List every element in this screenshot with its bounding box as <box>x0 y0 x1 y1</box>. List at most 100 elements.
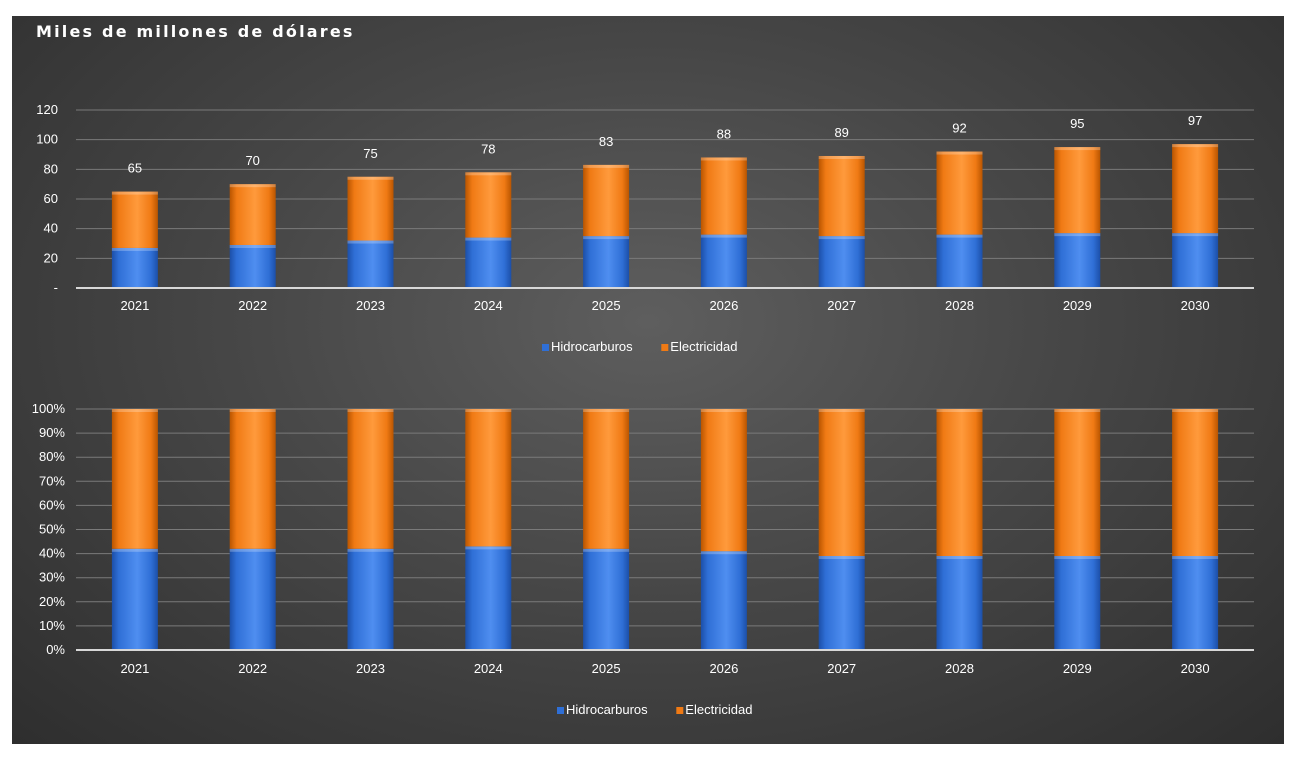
x-tick-label: 2029 <box>1063 298 1092 313</box>
bar-hidrocarburos-2026 <box>700 551 747 650</box>
bar-bevel <box>111 548 158 552</box>
bar-electricidad-2022 <box>229 184 276 245</box>
bar-bevel <box>229 548 276 552</box>
legend-swatch-hidrocarburos <box>557 707 564 714</box>
x-tick-label: 2025 <box>592 661 621 676</box>
stacked-bar-chart-percent: 0% 10% 20% 30% 40% 50% 60% 70% 80% 90% 100% 2021 202… <box>32 401 1254 717</box>
bar-hidrocarburos-2029 <box>1054 233 1101 288</box>
x-tick-label: 2027 <box>827 661 856 676</box>
bar-electricidad-2026 <box>700 409 747 552</box>
bar-bevel <box>111 409 158 412</box>
bar-hidrocarburos-2023 <box>347 240 394 288</box>
x-tick-label: 2023 <box>356 661 385 676</box>
bar-electricidad-2024 <box>465 172 512 238</box>
legend-swatch-electricidad <box>661 344 669 351</box>
bar-bevel <box>1054 233 1101 237</box>
bar-electricidad-2028 <box>936 151 983 235</box>
bar-bevel <box>936 556 983 560</box>
bar-bevel <box>936 234 983 238</box>
x-tick-label: 2022 <box>238 298 267 313</box>
bar-bevel <box>700 157 747 161</box>
bar-electricidad-2025 <box>583 409 630 549</box>
y-tick-label: 30% <box>39 570 65 585</box>
bar-electricidad-2021 <box>111 409 158 549</box>
bar-bevel <box>583 236 630 240</box>
y-tick-label: 20 <box>44 250 58 265</box>
bar-bevel <box>465 409 512 412</box>
legend-label-electricidad: Electricidad <box>685 702 752 717</box>
bar-electricidad-2021 <box>111 191 158 248</box>
x-tick-label: 2029 <box>1063 661 1092 676</box>
bar-hidrocarburos-2025 <box>583 548 630 650</box>
bar-bevel <box>583 548 630 552</box>
data-label-total: 97 <box>1188 113 1202 128</box>
bar-bevel <box>347 240 394 244</box>
x-tick-label: 2021 <box>120 298 149 313</box>
bar-electricidad-2023 <box>347 176 394 241</box>
bar-electricidad-2025 <box>583 164 630 237</box>
legend: Hidrocarburos Electricidad <box>557 702 753 717</box>
y-tick-label: 60 <box>44 191 58 206</box>
legend-swatch-electricidad <box>676 707 684 714</box>
x-tick-label: 2021 <box>120 661 149 676</box>
data-label-total: 89 <box>834 125 848 140</box>
bar-bevel <box>936 409 983 412</box>
legend-label-hidrocarburos: Hidrocarburos <box>551 339 633 354</box>
bar-hidrocarburos-2024 <box>465 546 512 650</box>
y-tick-label: 10% <box>39 618 65 633</box>
legend: Hidrocarburos Electricidad <box>542 339 738 354</box>
bar-hidrocarburos-2023 <box>347 548 394 650</box>
y-tick-label: 100% <box>32 401 66 416</box>
bar-bevel <box>1172 233 1219 237</box>
bar-electricidad-2028 <box>936 409 983 557</box>
bar-bevel <box>936 151 983 155</box>
y-tick-label: 70% <box>39 473 65 488</box>
bar-bevel <box>818 155 865 159</box>
bar-hidrocarburos-2028 <box>936 234 983 288</box>
bar-hidrocarburos-2025 <box>583 236 630 288</box>
x-tick-label: 2026 <box>709 661 738 676</box>
bar-bevel <box>700 234 747 238</box>
x-tick-label: 2030 <box>1181 298 1210 313</box>
bar-bevel <box>111 191 158 195</box>
x-tick-label: 2030 <box>1181 661 1210 676</box>
bar-hidrocarburos-2027 <box>818 556 865 650</box>
y-tick-label: 80 <box>44 161 58 176</box>
bar-hidrocarburos-2022 <box>229 244 276 288</box>
bar-bevel <box>1172 556 1219 560</box>
bar-bevel <box>465 237 512 241</box>
bar-bevel <box>700 409 747 412</box>
bar-bevel <box>583 164 630 168</box>
bar-bevel <box>1054 556 1101 560</box>
bar-hidrocarburos-2030 <box>1172 233 1219 288</box>
data-label-total: 75 <box>363 146 377 161</box>
bar-bevel <box>1054 147 1101 151</box>
bar-electricidad-2026 <box>700 157 747 235</box>
bar-electricidad-2029 <box>1054 409 1101 557</box>
x-tick-label: 2028 <box>945 298 974 313</box>
bar-bevel <box>1172 144 1219 148</box>
legend-label-hidrocarburos: Hidrocarburos <box>566 702 648 717</box>
data-label-total: 65 <box>128 161 142 176</box>
x-tick-label: 2024 <box>474 298 503 313</box>
bar-bevel <box>583 409 630 412</box>
chart-panel: Miles de millones de dólares - 20 40 60 80 10… <box>12 16 1284 744</box>
y-tick-label: 20% <box>39 594 65 609</box>
bar-bevel <box>465 172 512 176</box>
legend-swatch-hidrocarburos <box>542 344 549 351</box>
y-tick-label: 100 <box>36 132 58 147</box>
stacked-bar-chart-absolute: - 20 40 60 80 100 120 2021 65 2022 70 2023 75 2024 78 2… <box>36 102 1254 354</box>
bar-bevel <box>347 548 394 552</box>
y-tick-label: 90% <box>39 425 65 440</box>
bar-hidrocarburos-2022 <box>229 548 276 650</box>
data-label-total: 95 <box>1070 116 1084 131</box>
bar-bevel <box>111 247 158 251</box>
bar-hidrocarburos-2027 <box>818 236 865 288</box>
data-label-total: 83 <box>599 134 613 149</box>
x-tick-label: 2023 <box>356 298 385 313</box>
bar-electricidad-2024 <box>465 409 512 547</box>
bar-bevel <box>229 244 276 248</box>
y-tick-label: 50% <box>39 522 65 537</box>
bar-hidrocarburos-2024 <box>465 237 512 288</box>
bar-electricidad-2030 <box>1172 409 1219 557</box>
